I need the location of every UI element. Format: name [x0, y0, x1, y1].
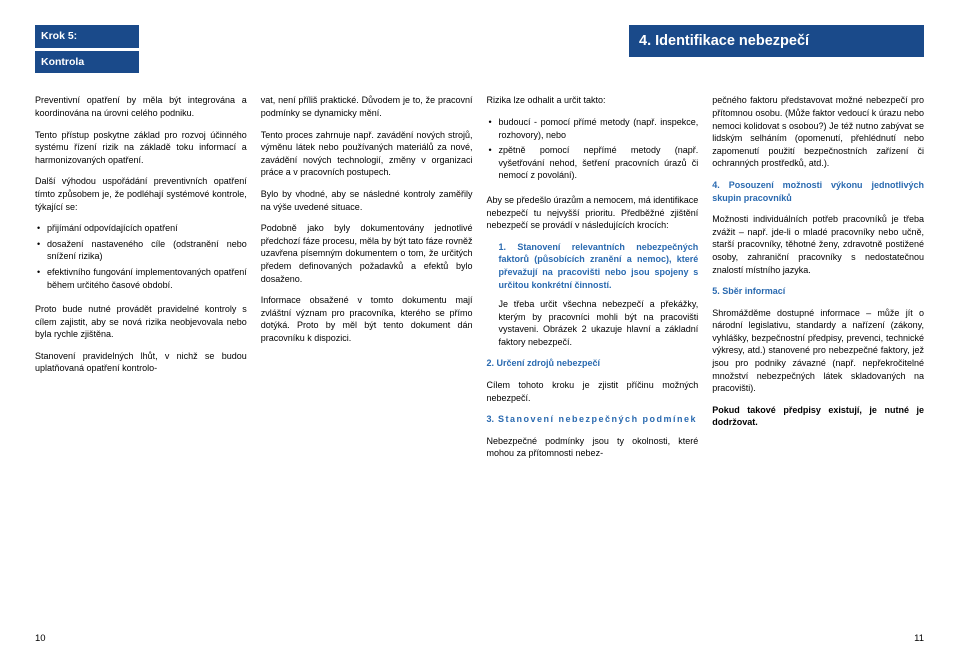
item-number: 3.	[487, 414, 495, 424]
item-title: Stanovení nebezpečných podmínek	[498, 414, 697, 424]
paragraph: Možnosti individuálních potřeb pracovník…	[712, 213, 924, 276]
bullet-list: budoucí - pomocí přímé metody (např. ins…	[487, 116, 699, 185]
paragraph: Informace obsažené v tomto dokumentu maj…	[261, 294, 473, 344]
step-number: Krok 5:	[35, 25, 139, 48]
column-3: Rizika lze odhalit a určit takto: budouc…	[487, 94, 699, 621]
paragraph: Tento proces zahrnuje např. zavádění nov…	[261, 129, 473, 179]
paragraph: Shromážděme dostupné informace – může jí…	[712, 307, 924, 395]
paragraph: Pokud takové předpisy existují, je nutné…	[712, 404, 924, 429]
item-number: 1.	[499, 242, 507, 252]
item-number: 2.	[487, 358, 495, 368]
numbered-heading: 5. Sběr informací	[712, 285, 924, 298]
paragraph: Další výhodou uspořádání preventivních o…	[35, 175, 247, 213]
content-columns: Preventivní opatření by měla být integro…	[35, 94, 924, 621]
numbered-heading: 4. Posouzení možnosti výkonu jednotlivýc…	[712, 179, 924, 204]
paragraph: pečného faktoru představovat možné nebez…	[712, 94, 924, 170]
item-title: Určení zdrojů nebezpečí	[497, 358, 601, 368]
page-header: Krok 5: Kontrola 4. Identifikace nebezpe…	[35, 25, 924, 76]
page-footer: 10 11	[35, 632, 924, 645]
paragraph: Stanovení pravidelných lhůt, v nichž se …	[35, 350, 247, 375]
numbered-heading: 2. Určení zdrojů nebezpečí	[487, 357, 699, 370]
step-header: Krok 5: Kontrola	[35, 25, 139, 76]
numbered-list: 1. Stanovení relevantních nebezpečných f…	[487, 241, 699, 294]
list-item: dosažení nastaveného cíle (odstranění ne…	[35, 238, 247, 263]
list-item: efektivního fungování implementovaných o…	[35, 266, 247, 291]
paragraph: Je třeba určit všechna nebezpečí a překá…	[487, 298, 699, 348]
numbered-heading: 3. Stanovení nebezpečných podmínek	[487, 413, 699, 426]
item-number: 5.	[712, 286, 720, 296]
paragraph: Bylo by vhodné, aby se následné kontroly…	[261, 188, 473, 213]
column-4: pečného faktoru představovat možné nebez…	[712, 94, 924, 621]
paragraph: Cílem tohoto kroku je zjistit příčinu mo…	[487, 379, 699, 404]
paragraph: Tento přístup poskytne základ pro rozvoj…	[35, 129, 247, 167]
paragraph: Preventivní opatření by měla být integro…	[35, 94, 247, 119]
list-item: přijímání odpovídajících opatření	[35, 222, 247, 235]
list-item: budoucí - pomocí přímé metody (např. ins…	[487, 116, 699, 141]
paragraph: vat, není příliš praktické. Důvodem je t…	[261, 94, 473, 119]
paragraph: Nebezpečné podmínky jsou ty okolnosti, k…	[487, 435, 699, 460]
list-item: zpětně pomocí nepřímé metody (např. vyše…	[487, 144, 699, 182]
paragraph: Podobně jako byly dokumentovány jednotli…	[261, 222, 473, 285]
item-number: 4.	[712, 180, 720, 190]
paragraph: Rizika lze odhalit a určit takto:	[487, 94, 699, 107]
page-number-left: 10	[35, 632, 46, 645]
section-title: 4. Identifikace nebezpečí	[629, 25, 924, 57]
bullet-list: přijímání odpovídajících opatření dosaže…	[35, 222, 247, 294]
column-1: Preventivní opatření by měla být integro…	[35, 94, 247, 621]
page-number-right: 11	[914, 632, 924, 645]
paragraph: Proto bude nutné provádět pravidelné kon…	[35, 303, 247, 341]
paragraph: Aby se předešlo úrazům a nemocem, má ide…	[487, 194, 699, 232]
item-title: Sběr informací	[722, 286, 785, 296]
step-title: Kontrola	[35, 51, 139, 74]
item-title: Posouzení možnosti výkonu jednotlivých s…	[712, 180, 924, 203]
column-2: vat, není příliš praktické. Důvodem je t…	[261, 94, 473, 621]
list-item: 1. Stanovení relevantních nebezpečných f…	[487, 241, 699, 291]
item-text: Stanovení relevantních nebezpečných fakt…	[499, 242, 699, 290]
